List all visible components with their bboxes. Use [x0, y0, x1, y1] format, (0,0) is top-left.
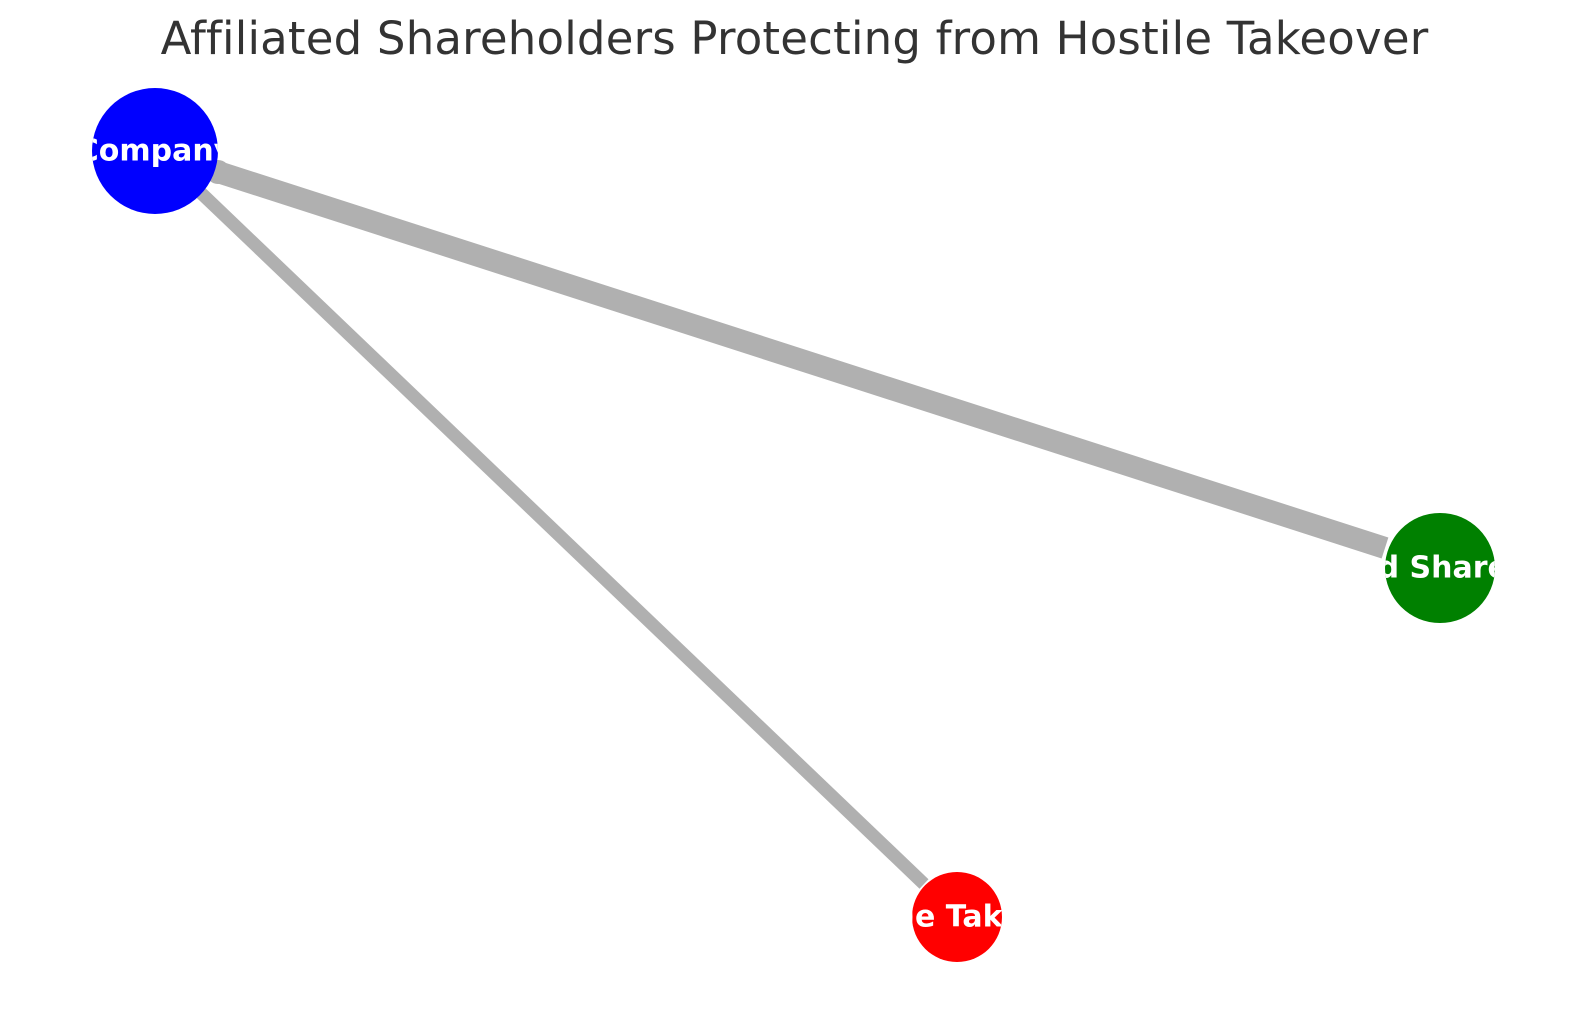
node-shareholders-circle — [1385, 513, 1495, 623]
node-takeover-circle — [912, 872, 1002, 962]
node-shareholders-label: Affiliated Shareholders — [1245, 551, 1589, 586]
node-hostile-takeover[interactable]: Hostile Takeover — [817, 872, 1098, 962]
edge-company-takeover — [195, 187, 929, 889]
node-company-circle — [92, 88, 218, 214]
node-company[interactable]: Company — [77, 88, 234, 214]
node-affiliated-shareholders[interactable]: Affiliated Shareholders — [1245, 513, 1589, 623]
node-takeover-label: Hostile Takeover — [817, 900, 1098, 935]
edge-company-shareholders — [214, 161, 1389, 559]
node-company-label: Company — [77, 134, 234, 169]
page-title: Affiliated Shareholders Protecting from … — [160, 12, 1429, 65]
